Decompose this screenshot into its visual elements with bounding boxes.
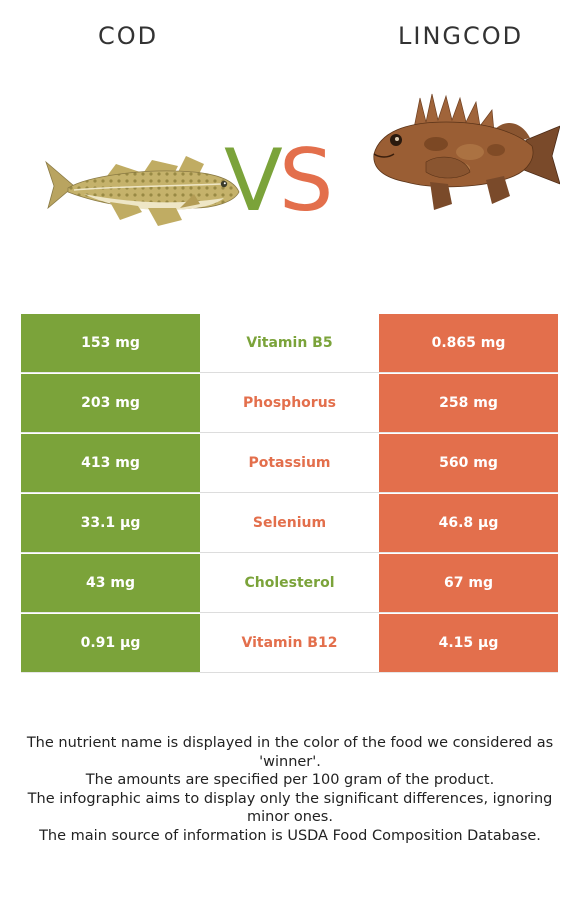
note-amounts: The amounts are specified per 100 gram o… (85, 772, 495, 788)
table-row: 153 mg Vitamin B5 0.865 mg (21, 314, 558, 374)
nutrient-name: Potassium (200, 434, 379, 493)
lingcod-value: 560 mg (379, 434, 558, 493)
note-differences: The infographic aims to display only the… (27, 790, 553, 826)
lingcod-value: 258 mg (379, 374, 558, 433)
nutrient-name: Cholesterol (200, 554, 379, 613)
cod-fish-image (45, 156, 240, 226)
table-row: 43 mg Cholesterol 67 mg (21, 554, 558, 614)
cod-value: 33.1 µg (21, 494, 200, 553)
cod-value: 0.91 µg (21, 614, 200, 673)
versus-s: S (278, 131, 334, 231)
note-source: The main source of information is USDA F… (39, 827, 541, 844)
versus-label: VS (224, 138, 333, 224)
lingcod-value: 4.15 µg (379, 614, 558, 673)
nutrient-name: Vitamin B5 (200, 314, 379, 373)
cod-value: 43 mg (21, 554, 200, 613)
cod-value: 413 mg (21, 434, 200, 493)
table-row: 0.91 µg Vitamin B12 4.15 µg (21, 614, 558, 674)
food-title-left: COD (98, 22, 159, 50)
footnotes: The nutrient name is displayed in the co… (14, 734, 566, 845)
lingcod-value: 67 mg (379, 554, 558, 613)
note-winner: The nutrient name is displayed in the co… (26, 735, 554, 770)
table-row: 203 mg Phosphorus 258 mg (21, 374, 558, 434)
lingcod-fish-image (373, 93, 560, 210)
nutrient-name: Selenium (200, 494, 379, 553)
nutrient-comparison-table: 153 mg Vitamin B5 0.865 mg 203 mg Phosphorus… (21, 314, 558, 674)
versus-v: V (224, 131, 283, 231)
nutrient-name: Phosphorus (200, 374, 379, 433)
table-row: 33.1 µg Selenium 46.8 µg (21, 494, 558, 554)
lingcod-value: 0.865 mg (379, 314, 558, 373)
food-title-right: LINGCOD (398, 22, 524, 50)
table-row: 413 mg Potassium 560 mg (21, 434, 558, 494)
cod-value: 153 mg (21, 314, 200, 373)
nutrient-name: Vitamin B12 (200, 614, 379, 673)
cod-value: 203 mg (21, 374, 200, 433)
lingcod-value: 46.8 µg (379, 494, 558, 553)
